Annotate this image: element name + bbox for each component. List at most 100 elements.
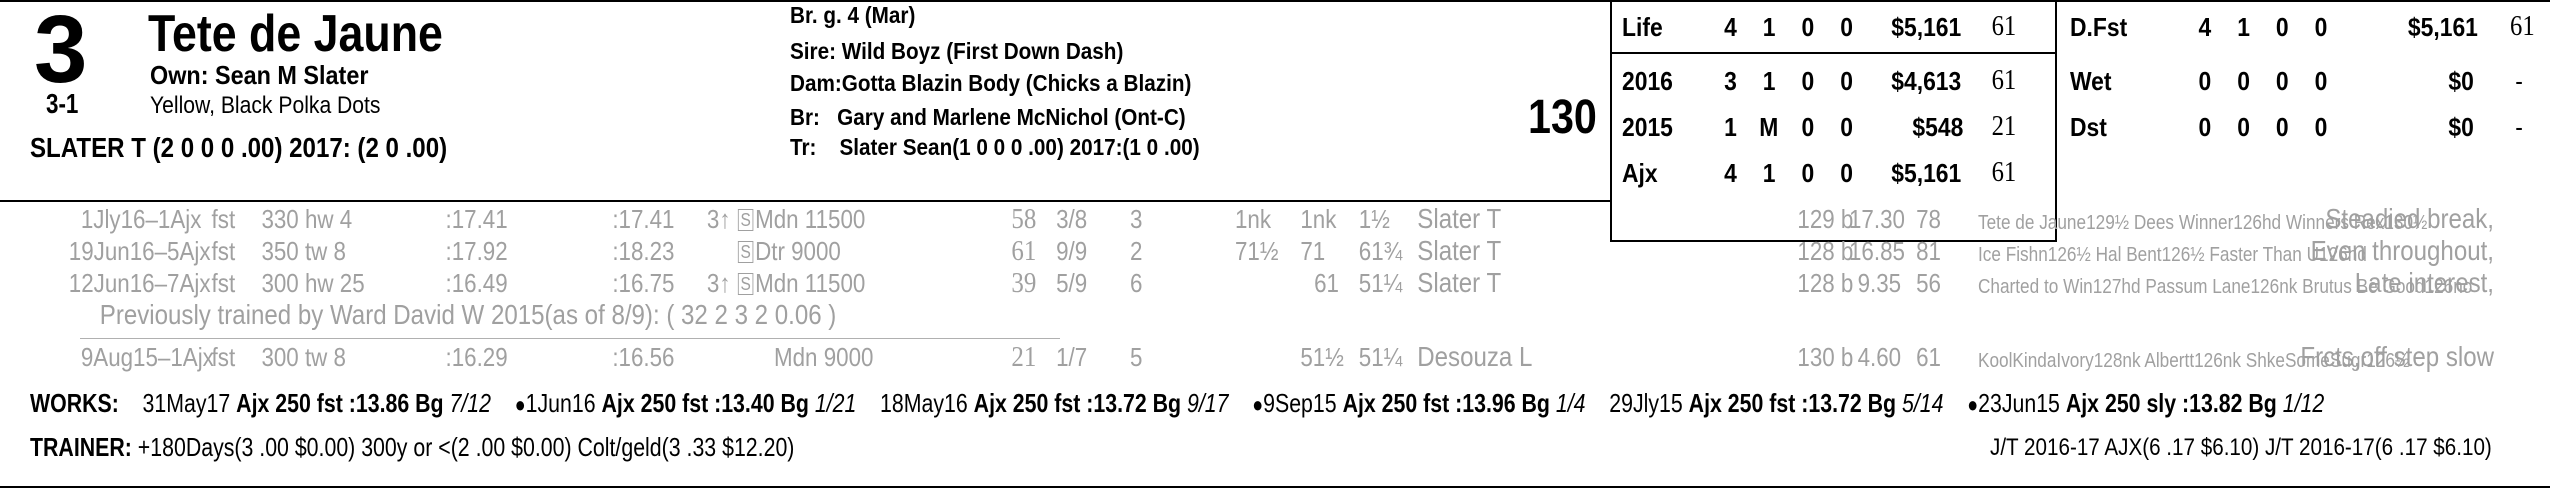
pp-comment: Steadied break, (2325, 203, 2494, 234)
pp-comment: Late interest, (2354, 267, 2494, 298)
pp-weight: 129 b (1797, 204, 1854, 234)
dam-value: Gotta Blazin Body (Chicks a Blazin) (841, 70, 1192, 96)
silks: Yellow, Black Polka Dots (150, 92, 381, 119)
stats-left-table: Life 4 1 0 0 $5,161 61 2016 3 1 0 0 $4,6… (1622, 12, 2016, 242)
stat-shows: 0 (1840, 66, 1853, 96)
pp-weight: 128 b (1797, 236, 1854, 266)
stat-starts: 4 (1724, 158, 1737, 188)
works-line: WORKS: 31May17 Ajx 250 fst :13.86 Bg 7/1… (30, 388, 2324, 420)
trainer-value: Slater Sean(1 0 0 0 .00) 2017:(1 0 .00) (839, 134, 1200, 160)
work-rank: 1/21 (814, 388, 857, 418)
pp-jockey: Desouza L (1417, 341, 1533, 372)
pp-comment: Frcts,off step slow (2300, 341, 2494, 372)
stat-earnings: $5,161 (2407, 12, 2478, 42)
pp-odds: 9.35 (1857, 268, 1902, 298)
work-track: Ajx (973, 388, 1007, 418)
stat-earnings: $548 (1912, 112, 1964, 142)
stat-shows: 0 (1840, 112, 1853, 142)
work-track: Ajx (1342, 388, 1376, 418)
work-detail: 250 fst :13.72 Bg (1012, 388, 1182, 418)
pp-finish: 51¼ (1358, 342, 1403, 372)
pp-block: 1Jly16–1Ajx fst 330 hw 4 :17.41 :17.41 3… (0, 204, 2494, 374)
trainer-stats-label: TRAINER: (30, 432, 132, 462)
state-bred-icon: S (737, 209, 754, 231)
pp-row: 12Jun16–7Ajx fst 300 hw 25 :16.49 :16.75… (0, 267, 2494, 299)
pp-start: 2 (1130, 236, 1143, 266)
stat-label: Dst (2070, 112, 2107, 142)
pp-age: 3↑ (706, 268, 731, 298)
pp-date: 9Aug15–1Ajx (80, 342, 214, 372)
stat-wins: M (1759, 112, 1779, 142)
pp-age: 3↑ (706, 204, 731, 234)
pp-post: 5/9 (1056, 268, 1088, 298)
stat-speed: 61 (2510, 11, 2535, 42)
pp-speed: 58 (1011, 203, 1037, 235)
sire: Sire: Wild Boyz (First Down Dash) (790, 38, 1124, 64)
work-track: Ajx (2065, 388, 2100, 418)
work-date: 1Jun16 (525, 388, 596, 418)
stat-label: Wet (2070, 66, 2112, 96)
stat-wins: 1 (2237, 12, 2250, 42)
stat-earnings: $5,161 (1891, 12, 1962, 42)
pp-race-type: Mdn 11500 (755, 204, 866, 234)
pp-date: 1Jly16–1Ajx (80, 204, 202, 234)
trainer-label: Tr: (790, 134, 817, 160)
pp-frac2: :16.56 (612, 342, 675, 372)
stat-label: Ajx (1622, 158, 1658, 188)
stat-speed: 21 (1991, 111, 2017, 142)
pp-cond: fst (211, 268, 236, 298)
work-track: Ajx (601, 388, 635, 418)
pp-frac1: :17.41 (445, 204, 508, 234)
work-detail: 250 fst :13.40 Bg (640, 388, 809, 418)
stats-box-left (1610, 0, 1612, 240)
stat-shows: 0 (2314, 66, 2328, 96)
pp-call1: 71½ (1234, 236, 1279, 266)
pp-odds: 17.30 (1849, 204, 1905, 234)
work-date: 9Sep15 (1263, 388, 1337, 418)
pp-odds: 4.60 (1857, 342, 1902, 372)
stat-earnings: $5,161 (1891, 158, 1962, 188)
work-detail: 250 fst :13.72 Bg (1727, 388, 1897, 418)
work-rank: 7/12 (449, 388, 492, 418)
stat-speed: - (2515, 112, 2523, 142)
pp-post: 9/9 (1056, 236, 1088, 266)
work-entry: ●9Sep15 Ajx 250 fst :13.96 Bg 1/4 (1252, 388, 1585, 418)
work-rank: 5/14 (1901, 388, 1944, 418)
work-date: 31May17 (142, 388, 231, 418)
stat-shows: 0 (1840, 12, 1853, 42)
pp-row: 9Aug15–1Ajx fst 300 tw 8 :16.29 :16.56 M… (0, 341, 2494, 373)
stat-starts: 4 (2198, 12, 2212, 42)
pp-frac1: :17.92 (445, 236, 508, 266)
work-detail: 250 fst :13.96 Bg (1381, 388, 1550, 418)
pp-race: S Dtr 9000 (737, 236, 841, 266)
breeder: Br: Gary and Marlene McNichol (Ont-C) (790, 104, 1186, 130)
pp-start: 6 (1130, 268, 1143, 298)
stat-label: 2016 (1622, 66, 1673, 96)
dam: Dam:Gotta Blazin Body (Chicks a Blazin) (790, 70, 1191, 96)
stats-divider (2055, 0, 2057, 240)
work-entry: ●1Jun16 Ajx 250 fst :13.40 Bg 1/21 (515, 388, 857, 418)
pp-start: 5 (1130, 342, 1143, 372)
pp-speed: 39 (1011, 267, 1037, 299)
pp-dist: 300 tw 8 (261, 342, 346, 372)
odds: 3-1 (46, 88, 79, 119)
work-track: Ajx (236, 388, 270, 418)
pp-post: 3/8 (1056, 204, 1088, 234)
work-detail: 250 sly :13.82 Bg (2104, 388, 2277, 418)
pp-odds: 16.85 (1849, 236, 1905, 266)
work-rank: 1/12 (2282, 388, 2325, 418)
stat-places: 0 (1801, 158, 1815, 188)
stat-wins: 1 (1762, 158, 1776, 188)
owner: Own: Sean M Slater (150, 60, 369, 90)
pp-jockey: Slater T (1417, 267, 1502, 298)
work-date: 23Jun15 (1978, 388, 2060, 418)
work-entry: 18May16 Ajx 250 fst :13.72 Bg 9/17 (880, 388, 1228, 418)
pp-dist: 350 tw 8 (261, 236, 346, 266)
stat-earnings: $0 (2448, 112, 2474, 142)
pp-finish: 1½ (1358, 204, 1390, 234)
pp-row: 19Jun16–5Ajx fst 350 tw 8 :17.92 :18.23 … (0, 236, 2494, 267)
pp-finish: 51¼ (1358, 268, 1403, 298)
pp-post: 1/7 (1056, 342, 1088, 372)
stat-places: 0 (1801, 66, 1815, 96)
work-rank: 1/4 (1555, 388, 1586, 418)
